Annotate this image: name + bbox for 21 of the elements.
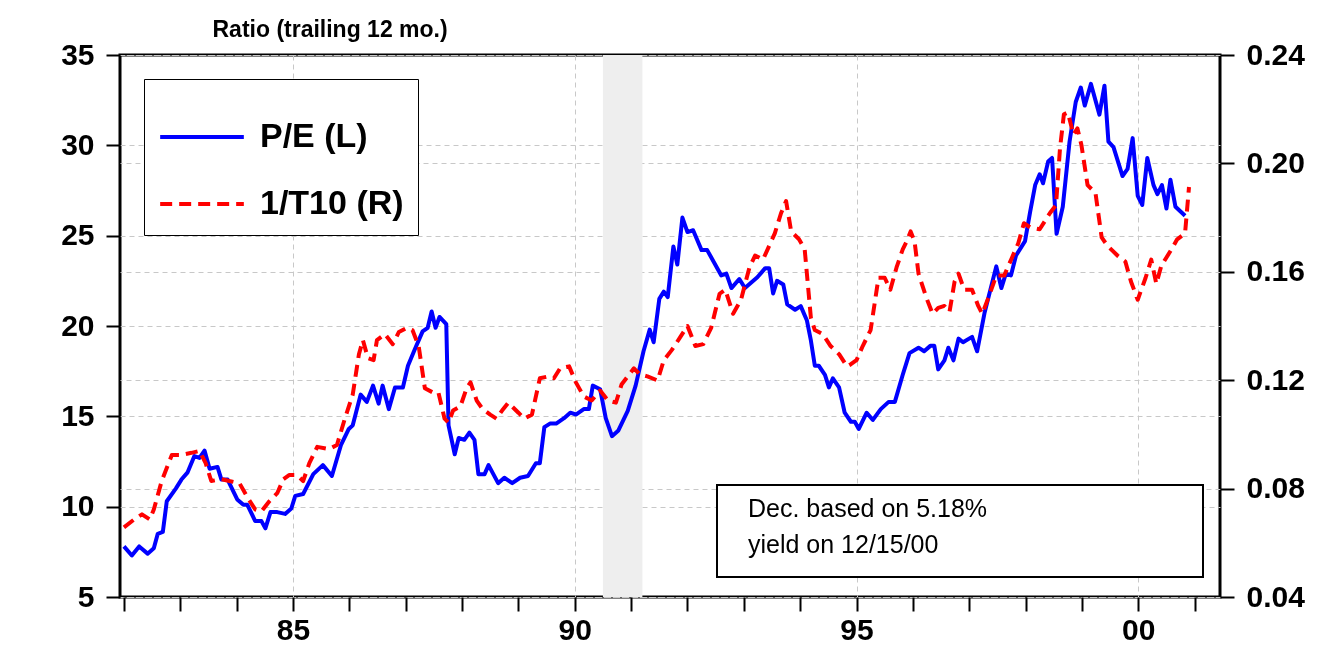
y-tick-label: 10 <box>61 489 95 523</box>
y-tick-label: 20 <box>61 308 95 342</box>
y-tick-label: 25 <box>61 218 95 252</box>
y2-tick-label: 0.12 <box>1246 362 1305 396</box>
y-tick-label: 35 <box>61 37 95 71</box>
x-tick-label: 90 <box>558 612 592 646</box>
y-tick-label: 30 <box>61 127 95 161</box>
y-axis-title: Ratio (trailing 12 mo.) <box>212 15 448 42</box>
y-tick-label: 5 <box>77 579 95 613</box>
y2-tick-label: 0.20 <box>1246 145 1305 179</box>
y2-tick-label: 0.08 <box>1246 471 1305 505</box>
legend-label: 1/T10 (R) <box>260 183 404 221</box>
x-tick-label: 85 <box>276 612 311 646</box>
annotation: Dec. based on 5.18% yield on 12/15/00 <box>748 494 988 558</box>
y2-tick-label: 0.24 <box>1246 37 1306 71</box>
y-tick-label: 15 <box>61 398 95 432</box>
x-tick-label: 00 <box>1122 612 1156 646</box>
y2-tick-label: 0.16 <box>1246 254 1305 288</box>
x-tick-label: 95 <box>840 612 874 646</box>
y2-tick-label: 0.04 <box>1246 579 1306 613</box>
legend-label: P/E (L) <box>260 116 368 154</box>
